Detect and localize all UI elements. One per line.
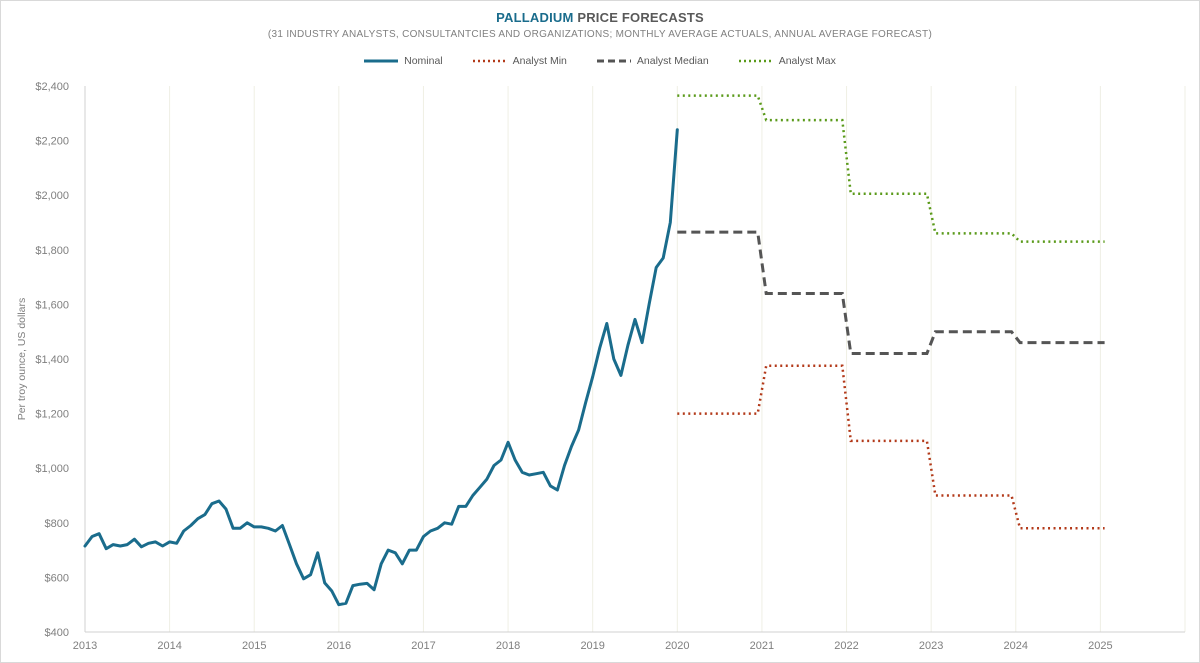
legend-label-nominal: Nominal (404, 55, 443, 67)
chart-title: PALLADIUM PRICE FORECASTS (0, 10, 1200, 25)
x-tick-label: 2021 (750, 640, 774, 652)
series-analyst-median-line (677, 230, 1105, 355)
legend-swatch-nominal (364, 59, 399, 63)
x-tick-label: 2022 (834, 640, 858, 652)
y-tick-label: $600 (45, 572, 69, 584)
y-tick-label: $1,200 (35, 409, 69, 421)
x-tick-label: 2013 (73, 640, 97, 652)
legend-item-min: Analyst Min (472, 55, 567, 67)
x-tick-label: 2016 (327, 640, 351, 652)
legend-item-max: Analyst Max (738, 55, 836, 67)
legend-swatch-median (596, 59, 631, 63)
legend-label-median: Analyst Median (636, 55, 709, 67)
y-tick-label: $1,800 (35, 245, 69, 257)
legend-swatch-min (472, 59, 507, 63)
chart-subtitle: (31 INDUSTRY ANALYSTS, CONSULTANTCIES AN… (267, 29, 933, 40)
y-tick-label: $2,000 (35, 190, 69, 202)
series-analyst-min-line (677, 364, 1105, 530)
x-tick-label: 2023 (919, 640, 943, 652)
x-tick-label: 2024 (1004, 640, 1028, 652)
legend-swatch-max (738, 59, 773, 63)
y-tick-label: $800 (45, 518, 69, 530)
x-tick-label: 2019 (580, 640, 604, 652)
series-analyst-max-line (677, 94, 1105, 243)
legend-item-median: Analyst Median (596, 55, 709, 67)
y-tick-label: $400 (45, 627, 69, 639)
y-tick-label: $2,200 (35, 136, 69, 148)
y-tick-label: $2,400 (35, 81, 69, 93)
x-tick-label: 2014 (157, 640, 181, 652)
x-tick-label: 2025 (1088, 640, 1112, 652)
x-tick-label: 2020 (665, 640, 689, 652)
y-tick-label: $1,600 (35, 299, 69, 311)
x-tick-label: 2018 (496, 640, 520, 652)
chart-title-rest: PRICE FORECASTS (577, 10, 704, 25)
y-axis-label: Per troy ounce, US dollars (16, 298, 28, 421)
y-tick-label: $1,000 (35, 463, 69, 475)
legend-label-max: Analyst Max (778, 55, 836, 67)
series-nominal-line (83, 128, 679, 607)
chart-title-accent: PALLADIUM (496, 10, 574, 25)
y-tick-label: $1,400 (35, 354, 69, 366)
legend-label-min: Analyst Min (512, 55, 567, 67)
legend-item-nominal: Nominal (364, 55, 443, 67)
chart-legend: Nominal Analyst Min Analyst Median Analy… (0, 55, 1200, 67)
x-tick-label: 2015 (242, 640, 266, 652)
x-tick-label: 2017 (411, 640, 435, 652)
